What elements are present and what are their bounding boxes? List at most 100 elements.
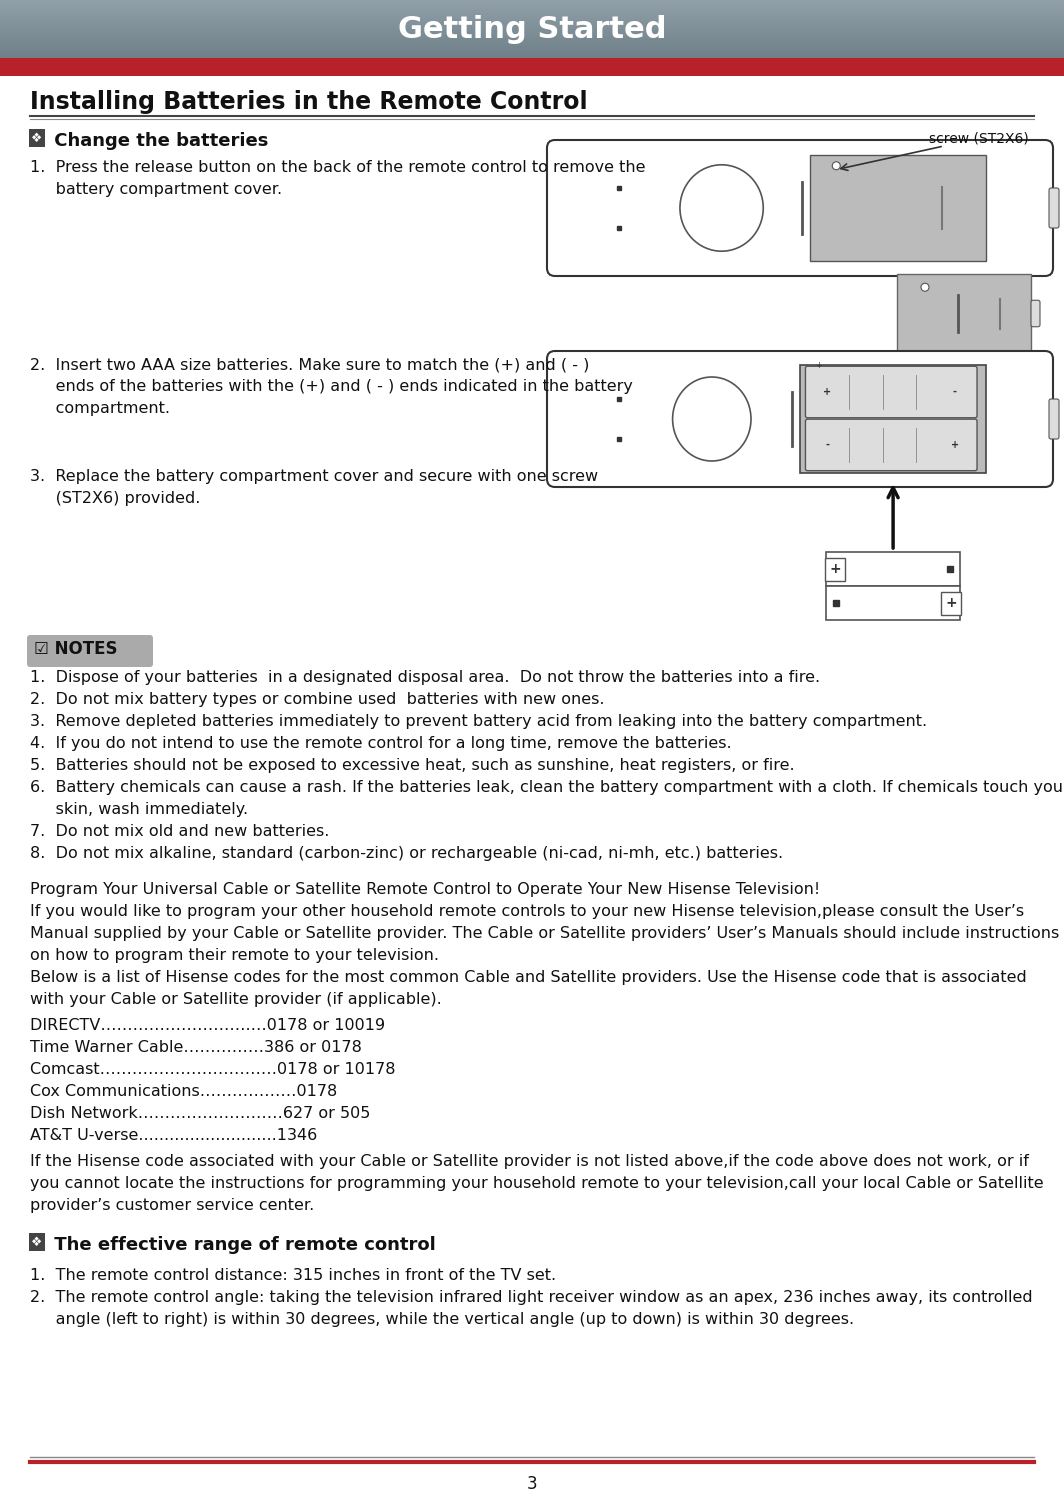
Ellipse shape (672, 377, 751, 461)
FancyBboxPatch shape (825, 557, 845, 581)
Bar (0, 15, 1064, 16)
Text: ❖: ❖ (31, 1235, 43, 1248)
Circle shape (921, 283, 929, 292)
Bar (0, 9, 1064, 10)
FancyBboxPatch shape (1049, 400, 1059, 439)
Text: DIRECTV……………………….…0178 or 10019: DIRECTV……………………….…0178 or 10019 (30, 1018, 385, 1033)
Text: If you would like to program your other household remote controls to your new Hi: If you would like to program your other … (30, 904, 1025, 919)
Text: 7.  Do not mix old and new batteries.: 7. Do not mix old and new batteries. (30, 823, 330, 838)
Text: +: + (824, 388, 832, 397)
Bar (0, 54, 1064, 55)
Text: -: - (826, 440, 830, 451)
Text: The effective range of remote control: The effective range of remote control (48, 1237, 436, 1254)
FancyBboxPatch shape (897, 274, 1031, 353)
Bar (0, 0, 1064, 1)
Bar (0, 42, 1064, 43)
Bar (0, 30, 1064, 33)
Text: +: + (829, 561, 841, 576)
Bar (0, 27, 1064, 30)
Bar (0, 18, 1064, 19)
Text: 5.  Batteries should not be exposed to excessive heat, such as sunshine, heat re: 5. Batteries should not be exposed to ex… (30, 757, 795, 772)
Text: +: + (951, 440, 959, 451)
Text: 2.  Do not mix battery types or combine used  batteries with new ones.: 2. Do not mix battery types or combine u… (30, 692, 604, 707)
Text: you cannot locate the instructions for programming your household remote to your: you cannot locate the instructions for p… (30, 1177, 1044, 1192)
Bar (0, 21, 1064, 22)
Text: Cox Communications………………0178: Cox Communications………………0178 (30, 1084, 337, 1099)
Bar (0, 49, 1064, 51)
Bar (0, 39, 1064, 40)
Text: Manual supplied by your Cable or Satellite provider. The Cable or Satellite prov: Manual supplied by your Cable or Satelli… (30, 927, 1060, 942)
Bar (0, 43, 1064, 45)
Text: ❖: ❖ (31, 132, 43, 145)
Ellipse shape (680, 165, 763, 251)
Text: 1.  Dispose of your batteries  in a designated disposal area.  Do not throw the : 1. Dispose of your batteries in a design… (30, 671, 820, 686)
Text: Program Your Universal Cable or Satellite Remote Control to Operate Your New His: Program Your Universal Cable or Satellit… (30, 882, 820, 897)
Bar (810, 156, 986, 260)
FancyBboxPatch shape (27, 635, 153, 668)
Text: If the Hisense code associated with your Cable or Satellite provider is not list: If the Hisense code associated with your… (30, 1154, 1029, 1169)
FancyBboxPatch shape (1049, 189, 1059, 228)
Bar (0, 19, 1064, 21)
Bar (0, 22, 1064, 24)
FancyBboxPatch shape (547, 141, 1053, 275)
Bar (0, 58, 1064, 76)
Text: skin, wash immediately.: skin, wash immediately. (30, 802, 248, 817)
Bar (0, 24, 1064, 27)
Text: +: + (945, 596, 957, 609)
Bar (0, 33, 1064, 36)
Bar (0, 37, 1064, 39)
Text: compartment.: compartment. (30, 401, 170, 416)
Text: ☑ NOTES: ☑ NOTES (34, 641, 117, 659)
Text: 3.  Replace the battery compartment cover and secure with one screw: 3. Replace the battery compartment cover… (30, 469, 598, 484)
Bar (0, 52, 1064, 54)
Bar (0, 36, 1064, 39)
Text: 1.  The remote control distance: 315 inches in front of the TV set.: 1. The remote control distance: 315 inch… (30, 1268, 556, 1283)
Bar (0, 46, 1064, 48)
Bar (0, 12, 1064, 13)
Text: Comcast……………………………0178 or 10178: Comcast……………………………0178 or 10178 (30, 1061, 396, 1076)
Text: ends of the batteries with the (+) and ( - ) ends indicated in the battery: ends of the batteries with the (+) and (… (30, 379, 633, 394)
Text: 1.  Press the release button on the back of the remote control to remove the: 1. Press the release button on the back … (30, 160, 646, 175)
Bar (0, 13, 1064, 15)
FancyBboxPatch shape (805, 367, 977, 418)
Text: Getting Started: Getting Started (398, 15, 666, 43)
Text: 3: 3 (527, 1475, 537, 1493)
Text: -: - (953, 388, 957, 397)
Text: Time Warner Cable……………386 or 0178: Time Warner Cable……………386 or 0178 (30, 1040, 362, 1055)
Bar (0, 31, 1064, 34)
Bar (0, 40, 1064, 42)
Bar (0, 51, 1064, 52)
Text: 2.  The remote control angle: taking the television infrared light receiver wind: 2. The remote control angle: taking the … (30, 1290, 1033, 1305)
Text: 3.  Remove depleted batteries immediately to prevent battery acid from leaking i: 3. Remove depleted batteries immediately… (30, 714, 927, 729)
Bar (0, 45, 1064, 46)
Text: screw (ST2X6): screw (ST2X6) (929, 132, 1029, 147)
FancyBboxPatch shape (547, 350, 1053, 487)
FancyBboxPatch shape (805, 419, 977, 470)
Text: 2.  Insert two AAA size batteries. Make sure to match the (+) and ( - ): 2. Insert two AAA size batteries. Make s… (30, 356, 589, 371)
Text: provider’s customer service center.: provider’s customer service center. (30, 1198, 314, 1213)
Bar (0, 57, 1064, 58)
Bar (0, 25, 1064, 28)
Bar (0, 16, 1064, 18)
Text: AT&T U-verse...........................1346: AT&T U-verse...........................1… (30, 1129, 317, 1144)
Text: 6.  Battery chemicals can cause a rash. If the batteries leak, clean the battery: 6. Battery chemicals can cause a rash. I… (30, 780, 1064, 795)
Text: battery compartment cover.: battery compartment cover. (30, 183, 282, 198)
Text: angle (left to right) is within 30 degrees, while the vertical angle (up to down: angle (left to right) is within 30 degre… (30, 1311, 854, 1326)
FancyBboxPatch shape (941, 591, 961, 614)
FancyBboxPatch shape (826, 552, 960, 585)
Bar (0, 3, 1064, 4)
Bar (0, 28, 1064, 31)
FancyBboxPatch shape (1031, 301, 1040, 326)
Circle shape (832, 162, 841, 169)
Text: (ST2X6) provided.: (ST2X6) provided. (30, 491, 200, 506)
FancyBboxPatch shape (826, 585, 960, 620)
Bar (0, 1, 1064, 3)
Text: Below is a list of Hisense codes for the most common Cable and Satellite provide: Below is a list of Hisense codes for the… (30, 970, 1027, 985)
Bar (0, 6, 1064, 7)
Bar (0, 22, 1064, 25)
Bar (0, 48, 1064, 49)
Bar (0, 55, 1064, 57)
Text: with your Cable or Satellite provider (if applicable).: with your Cable or Satellite provider (i… (30, 993, 442, 1007)
Text: 4.  If you do not intend to use the remote control for a long time, remove the b: 4. If you do not intend to use the remot… (30, 737, 732, 751)
Text: on how to program their remote to your television.: on how to program their remote to your t… (30, 948, 439, 963)
